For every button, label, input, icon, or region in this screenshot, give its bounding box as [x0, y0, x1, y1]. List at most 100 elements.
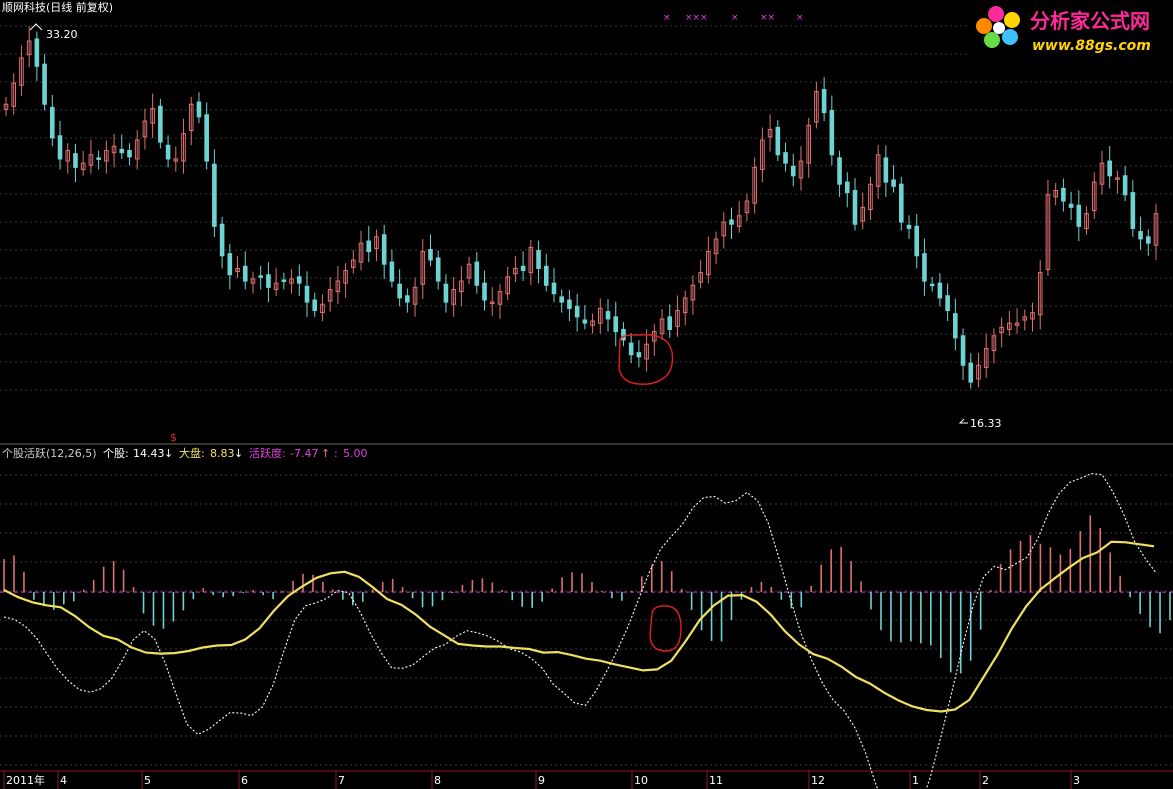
- site-logo: 分析家公式网 www.88gs.com: [968, 0, 1173, 58]
- flower-logo-icon: [976, 6, 1020, 48]
- candle-body: [744, 200, 750, 214]
- candle-body: [188, 103, 194, 132]
- candle-body: [844, 181, 850, 194]
- chart-title: 顺网科技(日线 前复权): [2, 0, 113, 14]
- candle-body: [57, 135, 63, 160]
- candle-body: [736, 215, 742, 227]
- candle-body: [721, 221, 727, 237]
- candle-body: [266, 274, 271, 288]
- candle-body: [235, 267, 240, 273]
- candle-body: [1022, 316, 1028, 321]
- candle-body: [204, 114, 209, 162]
- candle-body: [374, 236, 379, 249]
- candle-body: [528, 246, 534, 274]
- legend-market-arrow: ↓: [234, 447, 243, 460]
- low-marker-icon: [958, 418, 968, 424]
- candle-body: [790, 165, 796, 177]
- candle-body: [181, 133, 186, 162]
- candle-body: [675, 310, 680, 327]
- candle-body: [296, 276, 302, 284]
- candle-body: [250, 278, 256, 284]
- time-tick-label: 10: [634, 774, 648, 787]
- indicator-title: 个股活跃(12,26,5): [2, 446, 97, 460]
- candle-body: [1138, 231, 1143, 240]
- legend-individual-arrow: ↓: [164, 447, 173, 460]
- candle-body: [26, 40, 32, 56]
- legend-active-label: 活跃度:: [249, 446, 286, 460]
- signal-marker: ×: [663, 13, 671, 23]
- candle-body: [551, 282, 557, 295]
- candle-body: [428, 248, 433, 261]
- time-tick-label: 9: [538, 774, 545, 787]
- candle-body: [405, 295, 410, 303]
- candle-body: [567, 299, 572, 309]
- candle-body: [929, 283, 935, 287]
- time-tick-label: 6: [241, 774, 248, 787]
- candle-body: [582, 319, 588, 324]
- candle-body: [312, 299, 318, 312]
- candle-body: [335, 280, 341, 293]
- high-marker-icon: [29, 23, 43, 31]
- candle-body: [706, 251, 711, 276]
- legend-active-value: -7.47: [290, 447, 318, 460]
- candle-body: [636, 352, 642, 358]
- candle-body: [1037, 272, 1043, 316]
- candle-body: [127, 150, 132, 158]
- logo-url: www.88gs.com: [1032, 38, 1151, 54]
- candle-body: [50, 106, 55, 139]
- candle-body: [960, 335, 966, 366]
- candle-body: [852, 190, 858, 225]
- time-tick-label: 12: [811, 774, 825, 787]
- candle-body: [983, 347, 989, 368]
- candle-body: [327, 288, 333, 302]
- candle-body: [366, 240, 372, 253]
- time-tick-label: 8: [434, 774, 441, 787]
- candle-body: [165, 144, 171, 160]
- candle-body: [466, 263, 472, 279]
- candle-body: [806, 124, 811, 164]
- legend-threshold-value: 5.00: [343, 447, 368, 460]
- candle-body: [497, 291, 503, 305]
- annotation-circle-price: [618, 334, 674, 385]
- candle-body: [11, 82, 17, 107]
- candle-body: [358, 242, 364, 263]
- candle-body: [729, 219, 734, 225]
- time-tick-label: 3: [1073, 774, 1080, 787]
- candle-body: [605, 311, 611, 320]
- candle-body: [42, 63, 47, 105]
- indicator-legend: 个股活跃(12,26,5) 个股: 14.43 ↓ 大盘: 8.83 ↓ 活跃度…: [2, 446, 368, 460]
- candle-body: [891, 179, 896, 187]
- candle-body: [1099, 162, 1105, 185]
- candle-body: [752, 166, 757, 204]
- candle-body: [80, 162, 86, 170]
- candle-body: [798, 160, 804, 179]
- candle-body: [34, 38, 40, 67]
- candle-body: [65, 150, 71, 162]
- candle-body: [760, 139, 765, 170]
- candle-body: [1053, 190, 1058, 198]
- candle-body: [212, 163, 217, 227]
- candle-body: [1014, 322, 1020, 326]
- candle-body: [435, 257, 441, 282]
- candle-body: [73, 153, 78, 168]
- time-tick-label: 5: [144, 774, 151, 787]
- candle-body: [613, 316, 619, 333]
- candle-body: [837, 157, 842, 185]
- low-price-label: 16.33: [970, 417, 1002, 430]
- candle-body: [443, 283, 449, 303]
- candle-body: [690, 284, 696, 301]
- time-tick-label: 2011年: [6, 773, 45, 787]
- candle-body: [883, 157, 889, 183]
- candle-body: [860, 206, 866, 222]
- signal-glyph: $: [170, 431, 177, 444]
- candle-body: [88, 154, 94, 166]
- candle-body: [351, 259, 356, 268]
- candle-body: [1091, 181, 1097, 212]
- candle-body: [821, 88, 827, 114]
- candle-body: [868, 183, 873, 210]
- candle-body: [914, 225, 920, 257]
- candle-body: [1130, 192, 1136, 229]
- candle-body: [19, 57, 24, 86]
